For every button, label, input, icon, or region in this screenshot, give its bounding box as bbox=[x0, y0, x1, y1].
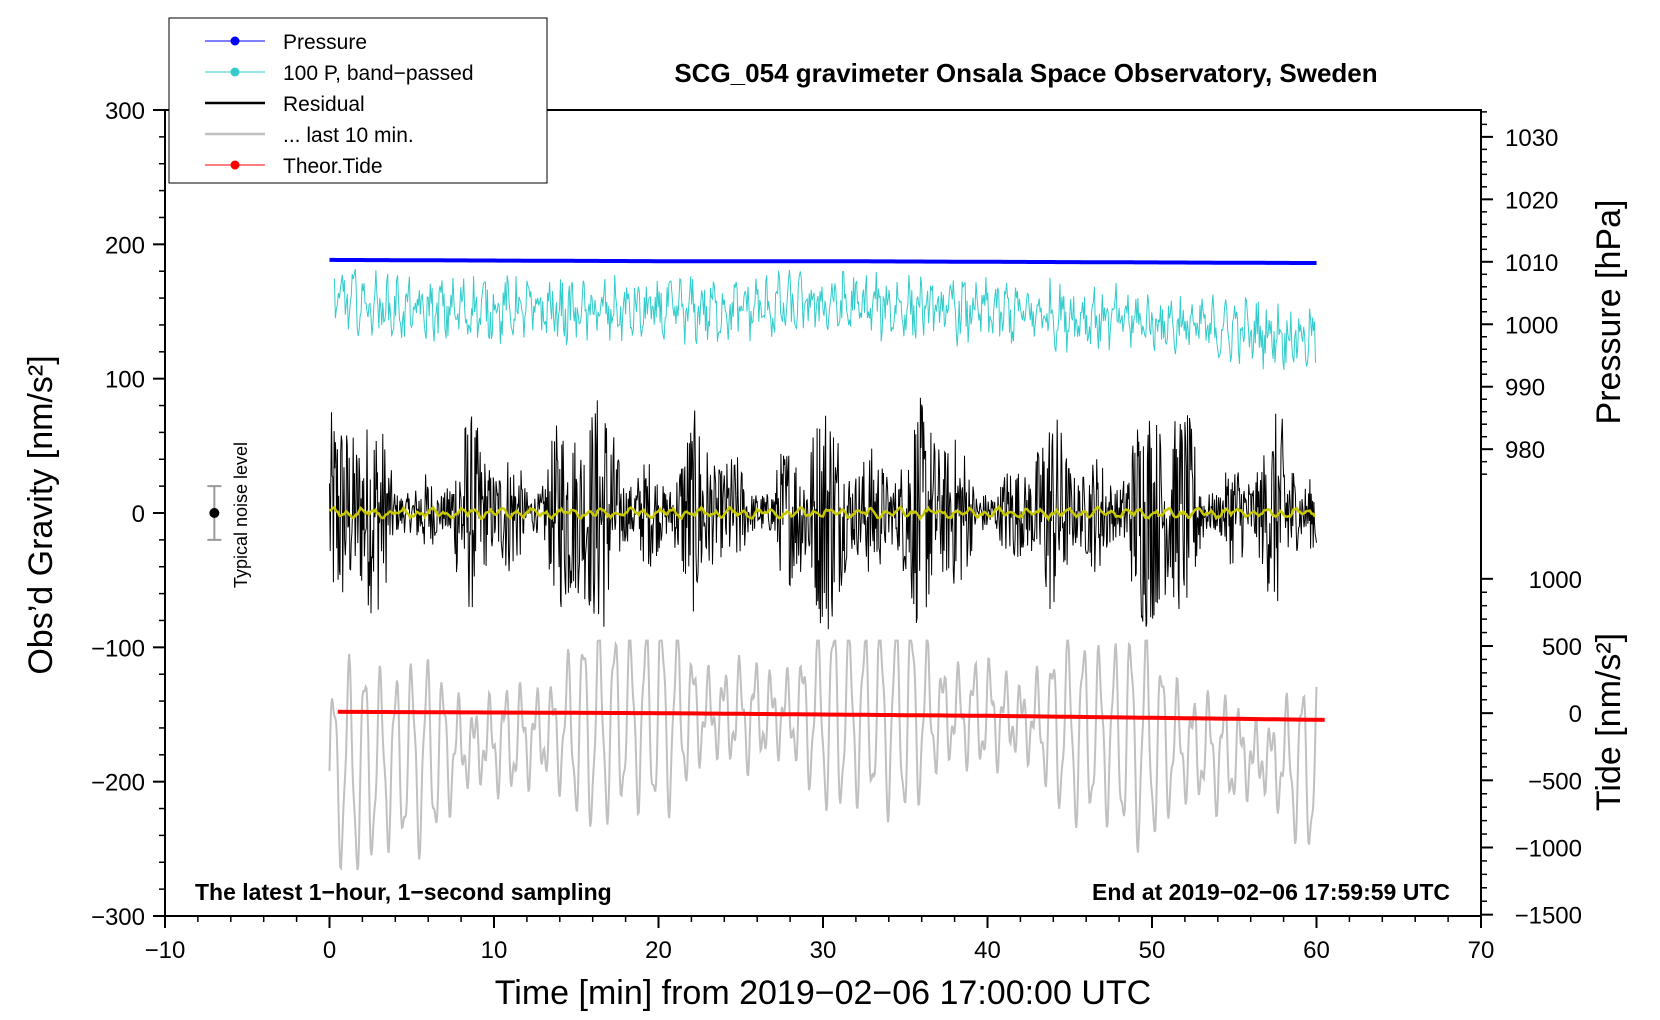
y-axis-title-tide: Tide [nm/s²] bbox=[1590, 633, 1628, 811]
tide-tick-label: 0 bbox=[1569, 701, 1582, 728]
theoretical-tide-line bbox=[337, 709, 1325, 722]
x-tick-label: 40 bbox=[974, 937, 1001, 964]
pressure-tick-label: 980 bbox=[1505, 437, 1545, 464]
tide-tick-label: 500 bbox=[1542, 634, 1582, 661]
tide-tick-label: −500 bbox=[1528, 768, 1582, 795]
y-tick-label: −100 bbox=[91, 635, 145, 662]
noise-center-dot bbox=[209, 508, 220, 518]
legend-label: 100 P, band−passed bbox=[283, 62, 474, 85]
tick-marks bbox=[153, 109, 1493, 928]
x-tick-label: −10 bbox=[145, 937, 186, 964]
noise-indicator bbox=[207, 485, 222, 541]
legend-swatch-dot bbox=[230, 160, 240, 170]
tide-tick-label: 1000 bbox=[1529, 567, 1582, 594]
residual-smoothed-line bbox=[329, 504, 1316, 522]
legend-swatch-dot bbox=[230, 67, 240, 77]
tide-tick-label: −1000 bbox=[1515, 835, 1582, 862]
pressure-tick-label: 1020 bbox=[1505, 187, 1558, 214]
x-tick-label: 0 bbox=[323, 937, 336, 964]
tide-tick-label: −1500 bbox=[1515, 903, 1582, 930]
legend-label: ... last 10 min. bbox=[283, 124, 414, 147]
pressure-tick-label: 990 bbox=[1505, 375, 1545, 402]
y-tick-label: 200 bbox=[105, 232, 145, 259]
legend-box bbox=[168, 17, 548, 184]
noise-label: Typical noise level bbox=[231, 442, 251, 588]
residual-line bbox=[329, 397, 1317, 630]
x-tick-label: 30 bbox=[810, 937, 837, 964]
chart-title: SCG_054 gravimeter Onsala Space Observat… bbox=[674, 58, 1377, 88]
x-tick-label: 20 bbox=[645, 937, 672, 964]
y-tick-label: −300 bbox=[91, 904, 145, 931]
last-10-min-line bbox=[328, 639, 1318, 871]
bandpassed-pressure-line bbox=[333, 268, 1316, 370]
legend-label: Pressure bbox=[283, 31, 367, 54]
pressure-tick-label: 1010 bbox=[1505, 250, 1558, 277]
y-axis-title-left: Obs’d Gravity [nm/s²] bbox=[22, 355, 60, 674]
y-tick-label: −200 bbox=[91, 770, 145, 797]
legend-label: Residual bbox=[283, 93, 365, 116]
pressure-tick-label: 1030 bbox=[1505, 125, 1558, 152]
y-axis-title-pressure: Pressure [hPa] bbox=[1590, 200, 1628, 425]
legend: Pressure 100 P, band−passed Residual ... la… bbox=[205, 31, 474, 178]
note-sampling: The latest 1−hour, 1−second sampling bbox=[195, 879, 612, 905]
x-axis-title: Time [min] from 2019−02−06 17:00:00 UTC bbox=[495, 974, 1151, 1012]
x-tick-label: 10 bbox=[481, 937, 508, 964]
x-tick-label: 50 bbox=[1139, 937, 1166, 964]
y-tick-label: 0 bbox=[132, 501, 145, 528]
y-tick-label: 100 bbox=[105, 367, 145, 394]
pressure-line bbox=[329, 257, 1317, 265]
legend-swatch-dot bbox=[230, 36, 240, 46]
note-end-time: End at 2019−02−06 17:59:59 UTC bbox=[1092, 879, 1450, 905]
legend-label: Theor.Tide bbox=[283, 155, 383, 178]
series-layer bbox=[328, 257, 1325, 871]
x-tick-label: 70 bbox=[1468, 937, 1495, 964]
pressure-tick-label: 1000 bbox=[1505, 312, 1558, 339]
x-tick-label: 60 bbox=[1303, 937, 1330, 964]
y-tick-label: 300 bbox=[105, 98, 145, 125]
